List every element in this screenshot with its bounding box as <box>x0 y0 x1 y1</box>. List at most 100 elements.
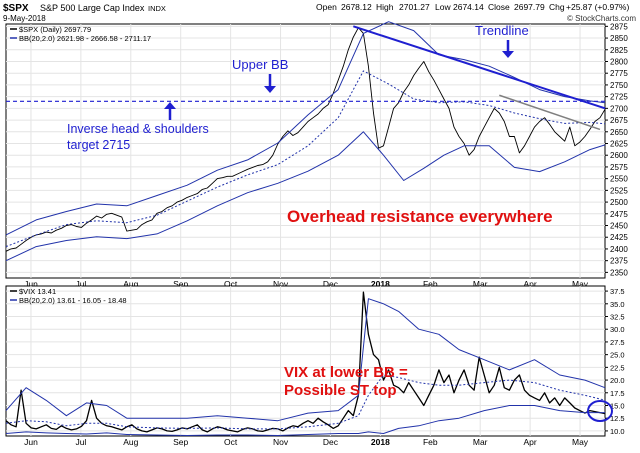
price-grid <box>6 24 605 278</box>
y-tick-label: 30.0 <box>610 325 625 334</box>
date-label: 9-May-2018 <box>3 14 46 23</box>
series-line-bb-middle <box>5 374 606 430</box>
series-line-vix <box>5 291 606 433</box>
y-tick-label: 35.0 <box>610 300 625 309</box>
legend-entry: BB(20,2.0) 13.61 - 16.05 - 18.48 <box>19 296 127 305</box>
price-panel: 2350 2375 2400 2425 2450 2475 2500 2525 2550 2575… <box>5 21 628 289</box>
x-tick-label: Nov <box>273 279 289 289</box>
y-tick-label: 2475 <box>610 210 628 219</box>
x-tick-label: Dec <box>323 437 339 447</box>
price-overlays <box>6 25 606 131</box>
price-x-ticks: Jun Jul Aug Sep Oct Nov Dec 2018 Feb Mar Apr May <box>24 279 589 289</box>
y-tick-label: 2775 <box>610 69 628 78</box>
high-value: 2701.27 <box>399 2 430 12</box>
price-y-ticks: 2350 2375 2400 2425 2450 2475 2500 2525 2550 2575… <box>605 22 628 277</box>
y-tick-label: 2575 <box>610 163 628 172</box>
y-tick-label: 10.0 <box>610 427 625 436</box>
trendline-line <box>353 25 606 110</box>
x-tick-label: Feb <box>423 279 438 289</box>
x-tick-label: Dec <box>323 279 339 289</box>
y-tick-label: 2800 <box>610 57 628 66</box>
chg-label: Chg <box>549 2 565 12</box>
vix-grid <box>6 286 605 436</box>
x-tick-label: Feb <box>423 437 438 447</box>
trendline-arrowhead-icon <box>502 51 514 58</box>
x-tick-label: Aug <box>123 279 138 289</box>
y-tick-label: 2875 <box>610 22 628 31</box>
series-line-spx-daily <box>5 27 606 252</box>
close-value: 2697.79 <box>514 2 545 12</box>
gray-trendline-line <box>499 94 601 131</box>
y-tick-label: 2500 <box>610 198 628 207</box>
y-tick-label: 2700 <box>610 104 628 113</box>
vix-highlight-circle <box>587 400 613 422</box>
annotation-possible-top: Possible ST top <box>284 382 397 399</box>
y-tick-label: 2550 <box>610 175 628 184</box>
x-tick-label: Oct <box>224 279 238 289</box>
series-line-bb-upper <box>5 298 606 422</box>
annotation-ihs: Inverse head & shoulders <box>67 122 209 136</box>
target-arrowhead-icon <box>164 102 176 109</box>
x-tick-label: Apr <box>524 437 537 447</box>
y-tick-label: 2675 <box>610 116 628 125</box>
series-line-bb-lower <box>5 405 605 436</box>
legend-entry: $SPX (Daily) 2697.79 <box>19 25 91 34</box>
y-tick-label: 15.0 <box>610 401 625 410</box>
x-tick-label: Sep <box>173 437 188 447</box>
annotation-target: target 2715 <box>67 138 130 152</box>
x-tick-label: May <box>572 279 589 289</box>
y-tick-label: 12.5 <box>610 414 625 423</box>
high-label: High <box>376 2 394 12</box>
y-tick-label: 2625 <box>610 140 628 149</box>
index-name-label: S&P 500 Large Cap Index <box>40 3 145 13</box>
series-line-bb-middle <box>5 70 606 248</box>
upper-bb-arrowhead-icon <box>264 86 276 93</box>
vix-panel: 10.0 12.5 15.0 17.5 20.0 22.5 25.0 27.5 30.0 32.5… <box>5 285 625 447</box>
x-tick-label: 2018 <box>371 279 390 289</box>
y-tick-label: 2425 <box>610 233 628 242</box>
x-tick-label: Mar <box>473 437 488 447</box>
exchange-label: INDX <box>148 4 166 13</box>
y-tick-label: 2400 <box>610 245 628 254</box>
open-label: Open <box>316 2 337 12</box>
annotation-trendline: Trendline <box>475 23 529 38</box>
series-line-bb-lower <box>5 131 606 262</box>
open-value: 2678.12 <box>341 2 372 12</box>
x-tick-label: Aug <box>123 437 138 447</box>
y-tick-label: 2450 <box>610 222 628 231</box>
ticker-label: $SPX <box>3 3 29 14</box>
x-tick-label: Jun <box>24 279 38 289</box>
x-tick-label: Nov <box>273 437 289 447</box>
y-tick-label: 2850 <box>610 34 628 43</box>
y-tick-label: 25.0 <box>610 351 625 360</box>
vix-panel-frame <box>5 285 606 437</box>
y-tick-label: 2725 <box>610 93 628 102</box>
x-tick-label: Jun <box>24 437 38 447</box>
vix-y-ticks: 10.0 12.5 15.0 17.5 20.0 22.5 25.0 27.5 30.0 32.5… <box>605 287 625 436</box>
close-label: Close <box>488 2 510 12</box>
vix-series <box>5 291 606 436</box>
x-tick-label: Oct <box>224 437 238 447</box>
x-tick-label: Apr <box>524 279 537 289</box>
y-tick-label: 22.5 <box>610 363 625 372</box>
legend-entry: $VIX 13.41 <box>19 287 56 296</box>
low-label: Low <box>435 2 451 12</box>
y-tick-label: 2375 <box>610 257 628 266</box>
y-tick-label: 27.5 <box>610 338 625 347</box>
x-tick-label: May <box>572 437 589 447</box>
chg-value: +25.87 (+0.97%) <box>566 2 629 12</box>
x-tick-label: Sep <box>173 279 188 289</box>
y-tick-label: 2350 <box>610 268 628 277</box>
y-tick-label: 2650 <box>610 128 628 137</box>
y-tick-label: 17.5 <box>610 389 625 398</box>
low-value: 2674.14 <box>453 2 484 12</box>
watermark-label: © StockCharts.com <box>567 14 636 23</box>
y-tick-label: 32.5 <box>610 313 625 322</box>
x-tick-label: 2018 <box>371 437 390 447</box>
x-tick-label: Mar <box>473 279 488 289</box>
x-tick-label: Jul <box>75 437 86 447</box>
